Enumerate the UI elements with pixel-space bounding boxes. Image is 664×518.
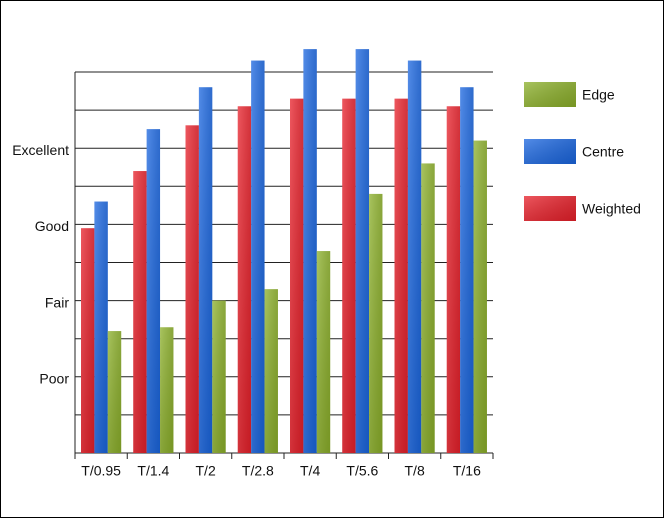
x-tick-label: T/8 (405, 463, 425, 479)
bar-shade (446, 106, 461, 453)
bar-shade (146, 129, 161, 453)
x-tick-label: T/5.6 (346, 463, 378, 479)
legend-swatch-shade (524, 82, 576, 107)
bar-shade (198, 87, 213, 454)
bar-shade (473, 140, 487, 453)
x-tick-label: T/16 (453, 463, 481, 479)
bar-shade (237, 106, 252, 453)
bar-shade (251, 60, 265, 453)
y-tick-label: Fair (45, 294, 69, 310)
bar-shade (107, 331, 122, 453)
x-tick-label: T/4 (300, 463, 320, 479)
x-tick-label: T/2.8 (242, 463, 274, 479)
y-tick-label: Good (35, 218, 69, 234)
legend-swatch-shade (524, 196, 576, 221)
legend-label: Centre (582, 144, 624, 160)
x-tick-label: T/1.4 (137, 463, 169, 479)
bar-shade (421, 163, 435, 453)
bar-shade (264, 289, 278, 453)
bar-shade (369, 193, 383, 454)
x-tick-label: T/2 (196, 463, 216, 479)
bar-shade (133, 171, 147, 453)
bar-shade (407, 60, 422, 453)
bar-shade (185, 125, 199, 453)
bar-shade (94, 201, 108, 453)
legend-swatch-shade (524, 139, 576, 164)
y-tick-label: Excellent (12, 142, 69, 158)
bar-shade (160, 327, 174, 453)
bar-shade (355, 49, 370, 453)
legend-label: Edge (582, 87, 615, 103)
y-tick-label: Poor (39, 371, 69, 387)
bar-shade (342, 98, 356, 454)
bar-shade (460, 87, 474, 454)
bar-shade (212, 300, 226, 453)
bar-shade (81, 228, 95, 453)
legend-label: Weighted (582, 201, 641, 217)
bar-shade (394, 98, 408, 454)
bar-shade (303, 49, 317, 453)
bar-shade (290, 98, 304, 454)
bar-shade (316, 251, 331, 453)
x-tick-label: T/0.95 (81, 463, 121, 479)
